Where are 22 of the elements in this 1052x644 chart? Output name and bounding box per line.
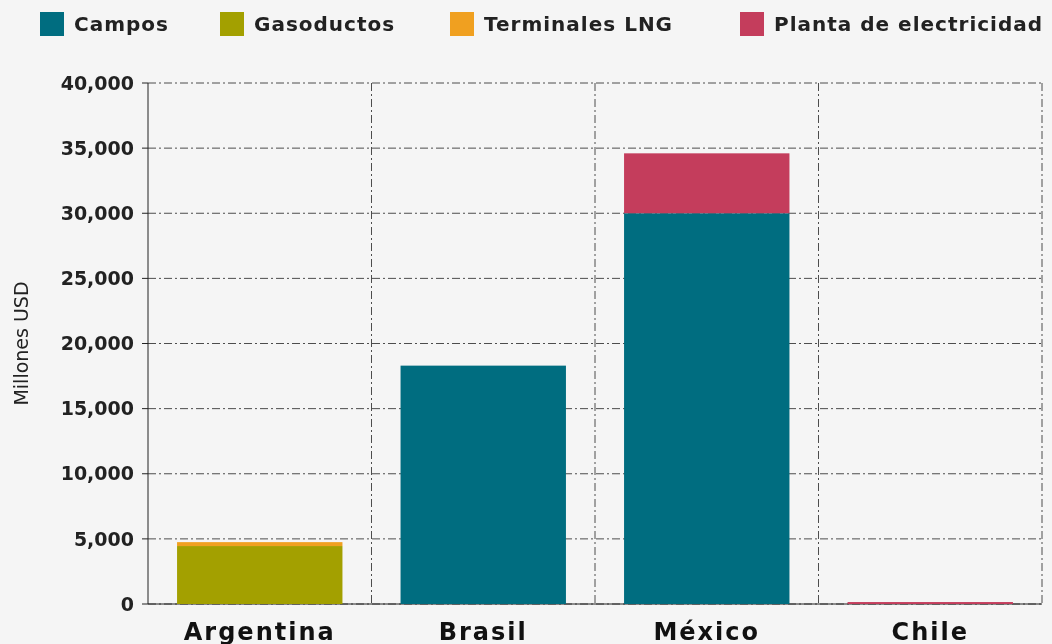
x-tick-label: México	[653, 618, 761, 644]
y-tick-label: 35,000	[60, 136, 134, 159]
y-tick-label: 15,000	[60, 397, 134, 420]
y-tick-label: 25,000	[60, 267, 134, 290]
x-tick-label: Chile	[891, 618, 969, 644]
y-tick-label: 10,000	[60, 462, 134, 485]
legend-label: Gasoductos	[254, 12, 396, 36]
y-tick-label: 20,000	[60, 332, 134, 355]
legend-label: Planta de electricidad	[774, 12, 1044, 36]
y-tick-label: 0	[120, 592, 134, 615]
bar	[400, 365, 566, 604]
legend-label: Campos	[74, 12, 169, 36]
y-tick-label: 30,000	[60, 201, 134, 224]
y-tick-label: 5,000	[73, 527, 134, 550]
bar	[177, 546, 343, 604]
x-tick-label: Brasil	[438, 618, 528, 644]
y-tick-label: 40,000	[60, 71, 134, 94]
y-axis-title: Millones USD	[10, 281, 32, 406]
bar	[624, 153, 790, 214]
legend-label: Terminales LNG	[484, 12, 674, 36]
bar	[177, 542, 343, 547]
bar	[624, 213, 790, 604]
